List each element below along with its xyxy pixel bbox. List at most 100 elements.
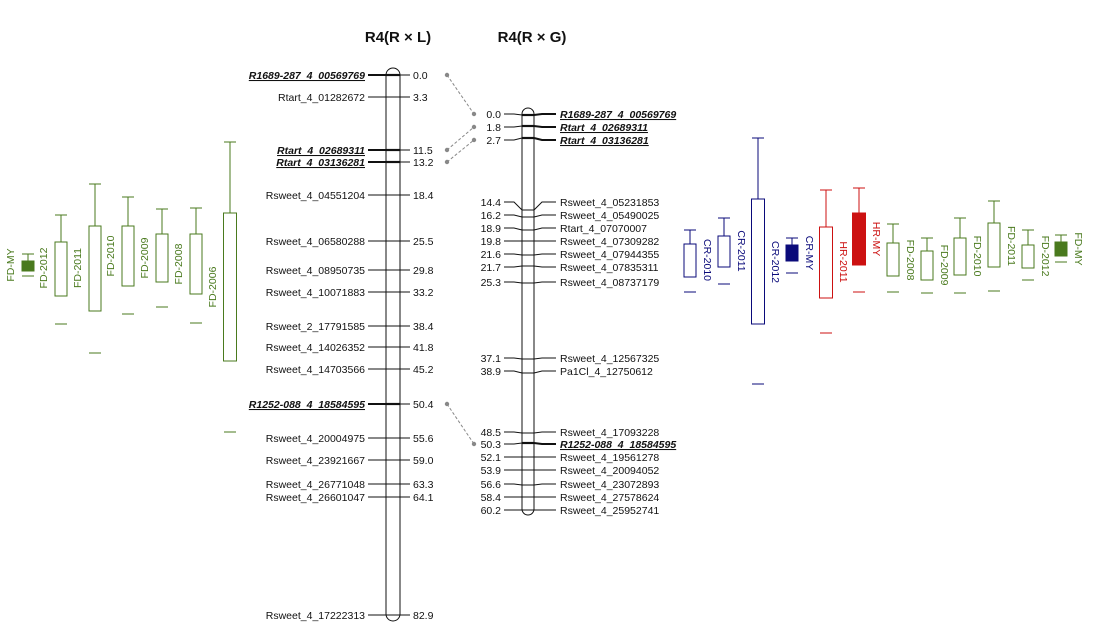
marker-leader xyxy=(533,253,556,256)
marker-leader xyxy=(533,125,556,128)
marker-position: 53.9 xyxy=(481,465,502,477)
marker-rxg: 21.7 Rsweet_4_07835311 xyxy=(481,262,659,274)
marker-rxg: 14.4 Rsweet_4_05231853 xyxy=(481,197,659,211)
qtl-box xyxy=(751,198,765,325)
marker-position: 2.7 xyxy=(486,135,501,147)
marker-name: Rsweet_4_06580288 xyxy=(266,236,365,248)
marker-name: Rsweet_4_25952741 xyxy=(560,505,659,517)
marker-name: Rsweet_4_26771048 xyxy=(266,479,365,491)
marker-name: R1252-088_4_18584595 xyxy=(249,399,365,411)
qtl-box xyxy=(1021,244,1035,269)
marker-position: 1.8 xyxy=(486,122,501,134)
marker-rxg: 56.6 Rsweet_4_23072893 xyxy=(481,479,660,491)
marker-position: 55.6 xyxy=(413,433,434,445)
chromosomes-layer: R1689-287_4_00569769 0.0 Rtart_4_01282672 3… xyxy=(249,67,677,622)
link-dot xyxy=(471,137,477,143)
marker-rxg: 21.6 Rsweet_4_07944355 xyxy=(481,249,660,261)
marker-name: Rtart_4_03136281 xyxy=(276,157,365,169)
position-leader xyxy=(504,442,523,445)
qtl-cr-2010: CR-2010 xyxy=(683,229,713,293)
qtl-box xyxy=(852,212,866,266)
marker-position: 25.3 xyxy=(481,277,502,289)
marker-name: Rsweet_4_10071883 xyxy=(266,287,365,299)
marker-rxg: 25.3 Rsweet_4_08737179 xyxy=(481,277,660,289)
marker-leader xyxy=(533,201,556,211)
marker-leader xyxy=(533,214,556,218)
position-leader xyxy=(504,370,523,374)
marker-rxg: 50.3 R1252-088_4_18584595 xyxy=(481,439,677,451)
marker-name: Rsweet_4_27578624 xyxy=(560,492,659,504)
qtl-label: CR-2011 xyxy=(735,230,747,271)
marker-name: Rtart_4_01282672 xyxy=(278,92,365,104)
marker-leader xyxy=(533,265,556,268)
qtl-fd-2008: FD-2008 xyxy=(886,223,916,293)
marker-name: Rsweet_4_04551204 xyxy=(266,190,365,202)
marker-rxg: 52.1 Rsweet_4_19561278 xyxy=(481,452,660,464)
marker-name: Rsweet_4_07835311 xyxy=(560,262,659,274)
marker-rxg: 16.2 Rsweet_4_05490025 xyxy=(481,210,660,222)
marker-position: 37.1 xyxy=(481,353,502,365)
qtl-label: FD-2010 xyxy=(105,235,117,276)
marker-position: 64.1 xyxy=(413,492,434,504)
qtl-box xyxy=(953,237,967,276)
marker-links-layer xyxy=(444,72,477,447)
marker-leader xyxy=(533,227,556,231)
marker-position: 48.5 xyxy=(481,427,502,439)
qtl-label: FD-2008 xyxy=(904,240,916,281)
qtl-box xyxy=(717,235,731,268)
qtl-label: HR-2011 xyxy=(837,241,849,282)
marker-position: 18.4 xyxy=(413,190,434,202)
qtl-box xyxy=(223,212,237,362)
marker-position: 0.0 xyxy=(486,109,501,121)
marker-leader xyxy=(533,113,556,116)
qtl-fd-2009: FD-2009 xyxy=(139,208,169,308)
marker-name: Rsweet_4_05231853 xyxy=(560,197,659,209)
qtl-box xyxy=(987,222,1001,268)
position-leader xyxy=(504,265,523,268)
marker-name: Rsweet_4_07309282 xyxy=(560,236,659,248)
position-leader xyxy=(504,214,523,218)
qtl-label: FD-2009 xyxy=(938,245,950,286)
marker-position: 45.2 xyxy=(413,364,434,376)
qtl-label: HR-MY xyxy=(870,222,882,256)
marker-leader xyxy=(533,281,556,284)
position-leader xyxy=(504,125,523,128)
marker-position: 59.0 xyxy=(413,455,434,467)
qtl-cr-my: CR-MY xyxy=(785,236,815,274)
qtl-label: FD-2008 xyxy=(173,243,185,284)
qtl-box xyxy=(1054,241,1068,257)
marker-name: Rtart_4_03136281 xyxy=(560,135,649,147)
qtl-fd-2011: FD-2011 xyxy=(987,200,1017,292)
position-leader xyxy=(504,137,523,141)
qtl-label: CR-2010 xyxy=(701,239,713,281)
shared-marker-link xyxy=(446,403,475,445)
marker-rxg: 0.0 R1689-287_4_00569769 xyxy=(486,109,676,121)
marker-leader xyxy=(533,137,556,141)
marker-rxl: Rsweet_4_23921667 59.0 xyxy=(266,455,434,467)
marker-position: 50.4 xyxy=(413,399,434,411)
link-dot xyxy=(444,159,450,165)
qtl-fd-2010: FD-2010 xyxy=(105,196,135,315)
qtl-fd-2011: FD-2011 xyxy=(72,183,102,354)
marker-position: 14.4 xyxy=(481,197,502,209)
position-leader xyxy=(504,357,523,360)
qtl-box xyxy=(683,243,697,278)
qtl-label: FD-2011 xyxy=(1005,226,1017,266)
marker-name: Rsweet_4_12567325 xyxy=(560,353,659,365)
marker-name: Rsweet_4_14026352 xyxy=(266,342,365,354)
marker-rxg: 37.1 Rsweet_4_12567325 xyxy=(481,353,660,365)
qtl-hr-my: HR-MY xyxy=(852,187,882,293)
marker-rxl: Rsweet_4_17222313 82.9 xyxy=(266,610,434,622)
marker-name: Rsweet_4_20094052 xyxy=(560,465,659,477)
marker-rxl: Rsweet_4_14026352 41.8 xyxy=(266,342,434,354)
qtl-intervals-layer: FD-MY FD-2012 FD-2011 FD-2010 FD-2009 FD-2008… xyxy=(5,137,1084,433)
marker-position: 21.7 xyxy=(481,262,502,274)
marker-position: 0.0 xyxy=(413,70,428,82)
marker-position: 82.9 xyxy=(413,610,434,622)
position-leader xyxy=(504,253,523,256)
marker-name: Rsweet_4_23072893 xyxy=(560,479,659,491)
marker-name: Rtart_4_07070007 xyxy=(560,223,647,235)
qtl-box xyxy=(88,225,102,312)
marker-position: 18.9 xyxy=(481,223,502,235)
